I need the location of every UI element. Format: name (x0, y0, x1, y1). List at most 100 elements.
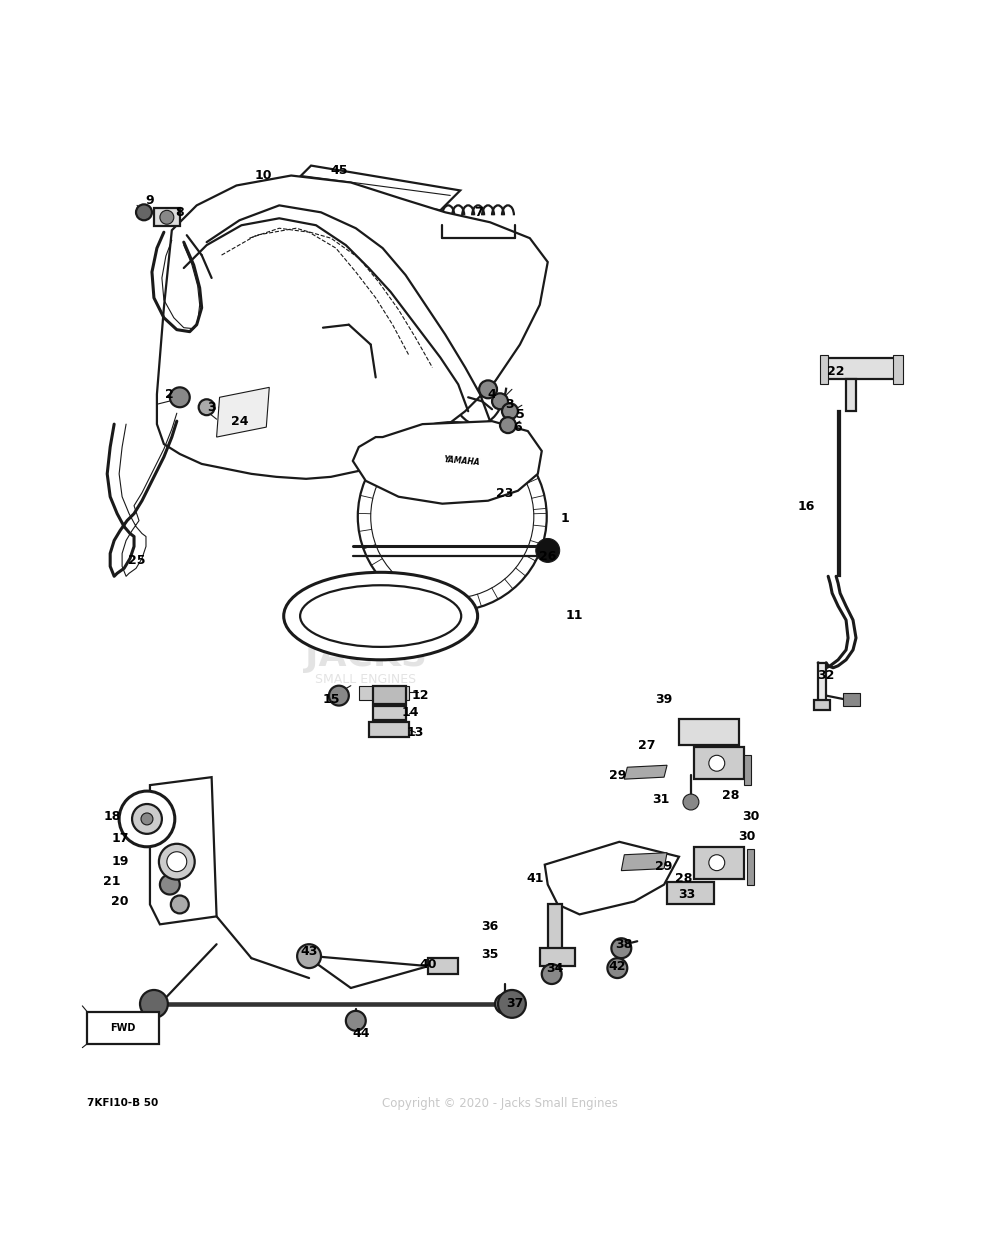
Text: 29: 29 (655, 860, 673, 873)
Text: 3: 3 (207, 401, 216, 413)
Text: 21: 21 (103, 875, 121, 888)
Circle shape (160, 210, 174, 225)
Circle shape (611, 938, 631, 958)
Text: 8: 8 (175, 206, 184, 219)
Text: 15: 15 (322, 693, 340, 706)
Text: 26: 26 (539, 550, 556, 563)
Polygon shape (624, 765, 667, 779)
Text: 9: 9 (146, 193, 154, 207)
Polygon shape (154, 208, 180, 226)
Polygon shape (694, 747, 744, 779)
Text: 40: 40 (420, 957, 437, 971)
Text: 2: 2 (165, 388, 174, 401)
Circle shape (136, 205, 152, 220)
Circle shape (500, 417, 516, 433)
Text: 7KFI10-B 50: 7KFI10-B 50 (87, 1098, 159, 1108)
Text: Copyright © 2020 - Jacks Small Engines: Copyright © 2020 - Jacks Small Engines (382, 1096, 618, 1110)
Polygon shape (540, 948, 575, 966)
Text: 42: 42 (609, 960, 626, 972)
Polygon shape (679, 720, 739, 745)
Circle shape (329, 686, 349, 706)
Text: 13: 13 (407, 726, 424, 739)
Text: YAMAHA: YAMAHA (444, 455, 481, 467)
Text: 5: 5 (516, 408, 524, 421)
Text: 1: 1 (560, 512, 569, 525)
Polygon shape (353, 421, 542, 504)
Text: 32: 32 (817, 669, 835, 682)
Circle shape (119, 791, 175, 847)
Circle shape (479, 381, 497, 398)
Text: 35: 35 (481, 948, 499, 961)
Polygon shape (291, 166, 460, 210)
Text: 17: 17 (111, 833, 129, 845)
Text: FWD: FWD (110, 1022, 136, 1032)
Text: 23: 23 (496, 487, 514, 500)
Text: 6: 6 (514, 421, 522, 433)
Circle shape (167, 852, 187, 872)
Text: 41: 41 (526, 872, 544, 885)
Polygon shape (744, 755, 751, 785)
Polygon shape (545, 842, 679, 914)
Text: 28: 28 (675, 872, 693, 885)
Text: 34: 34 (546, 962, 563, 975)
Text: 20: 20 (111, 896, 129, 908)
Polygon shape (818, 663, 826, 706)
Text: 30: 30 (738, 830, 755, 843)
Text: 14: 14 (402, 706, 419, 718)
Polygon shape (150, 777, 217, 924)
Text: 18: 18 (103, 810, 121, 824)
Circle shape (140, 990, 168, 1017)
Circle shape (683, 794, 699, 810)
Text: 12: 12 (412, 690, 429, 702)
Text: 39: 39 (655, 693, 673, 706)
Circle shape (498, 990, 526, 1017)
Circle shape (171, 896, 189, 913)
Polygon shape (621, 853, 667, 870)
Circle shape (371, 435, 534, 598)
Polygon shape (846, 379, 856, 411)
Polygon shape (428, 958, 458, 975)
Ellipse shape (284, 573, 478, 659)
Bar (87, 1012, 159, 1044)
Text: 27: 27 (638, 739, 656, 752)
Text: 25: 25 (128, 554, 146, 566)
Circle shape (495, 993, 515, 1014)
Ellipse shape (300, 585, 461, 647)
Text: 7: 7 (474, 206, 482, 219)
Text: 19: 19 (111, 855, 129, 868)
Polygon shape (820, 354, 828, 384)
Text: 38: 38 (616, 938, 633, 951)
Text: 36: 36 (481, 919, 499, 933)
Circle shape (297, 945, 321, 968)
Text: 44: 44 (352, 1027, 370, 1040)
Text: 37: 37 (506, 997, 524, 1010)
Text: 11: 11 (566, 609, 583, 622)
Text: 29: 29 (609, 769, 626, 781)
Polygon shape (667, 882, 714, 904)
Polygon shape (893, 354, 903, 384)
Text: 24: 24 (231, 414, 248, 427)
Text: SMALL ENGINES: SMALL ENGINES (315, 673, 416, 686)
Circle shape (160, 874, 180, 894)
Text: 22: 22 (827, 365, 845, 378)
Text: 45: 45 (330, 165, 348, 177)
Text: 30: 30 (742, 810, 759, 824)
Polygon shape (157, 176, 548, 479)
Text: JACKS: JACKS (305, 639, 427, 673)
Text: 43: 43 (300, 945, 318, 957)
Circle shape (159, 844, 195, 879)
Circle shape (709, 855, 725, 870)
Polygon shape (838, 411, 840, 577)
Polygon shape (694, 847, 744, 879)
Circle shape (502, 403, 518, 420)
Text: 31: 31 (652, 793, 670, 805)
Text: 33: 33 (678, 888, 696, 901)
Circle shape (170, 387, 190, 407)
Text: 16: 16 (798, 500, 815, 514)
Polygon shape (373, 686, 406, 703)
Text: 4: 4 (488, 388, 496, 401)
Polygon shape (814, 700, 830, 710)
Text: 28: 28 (722, 789, 739, 801)
Text: 3: 3 (506, 398, 514, 411)
Circle shape (141, 813, 153, 825)
